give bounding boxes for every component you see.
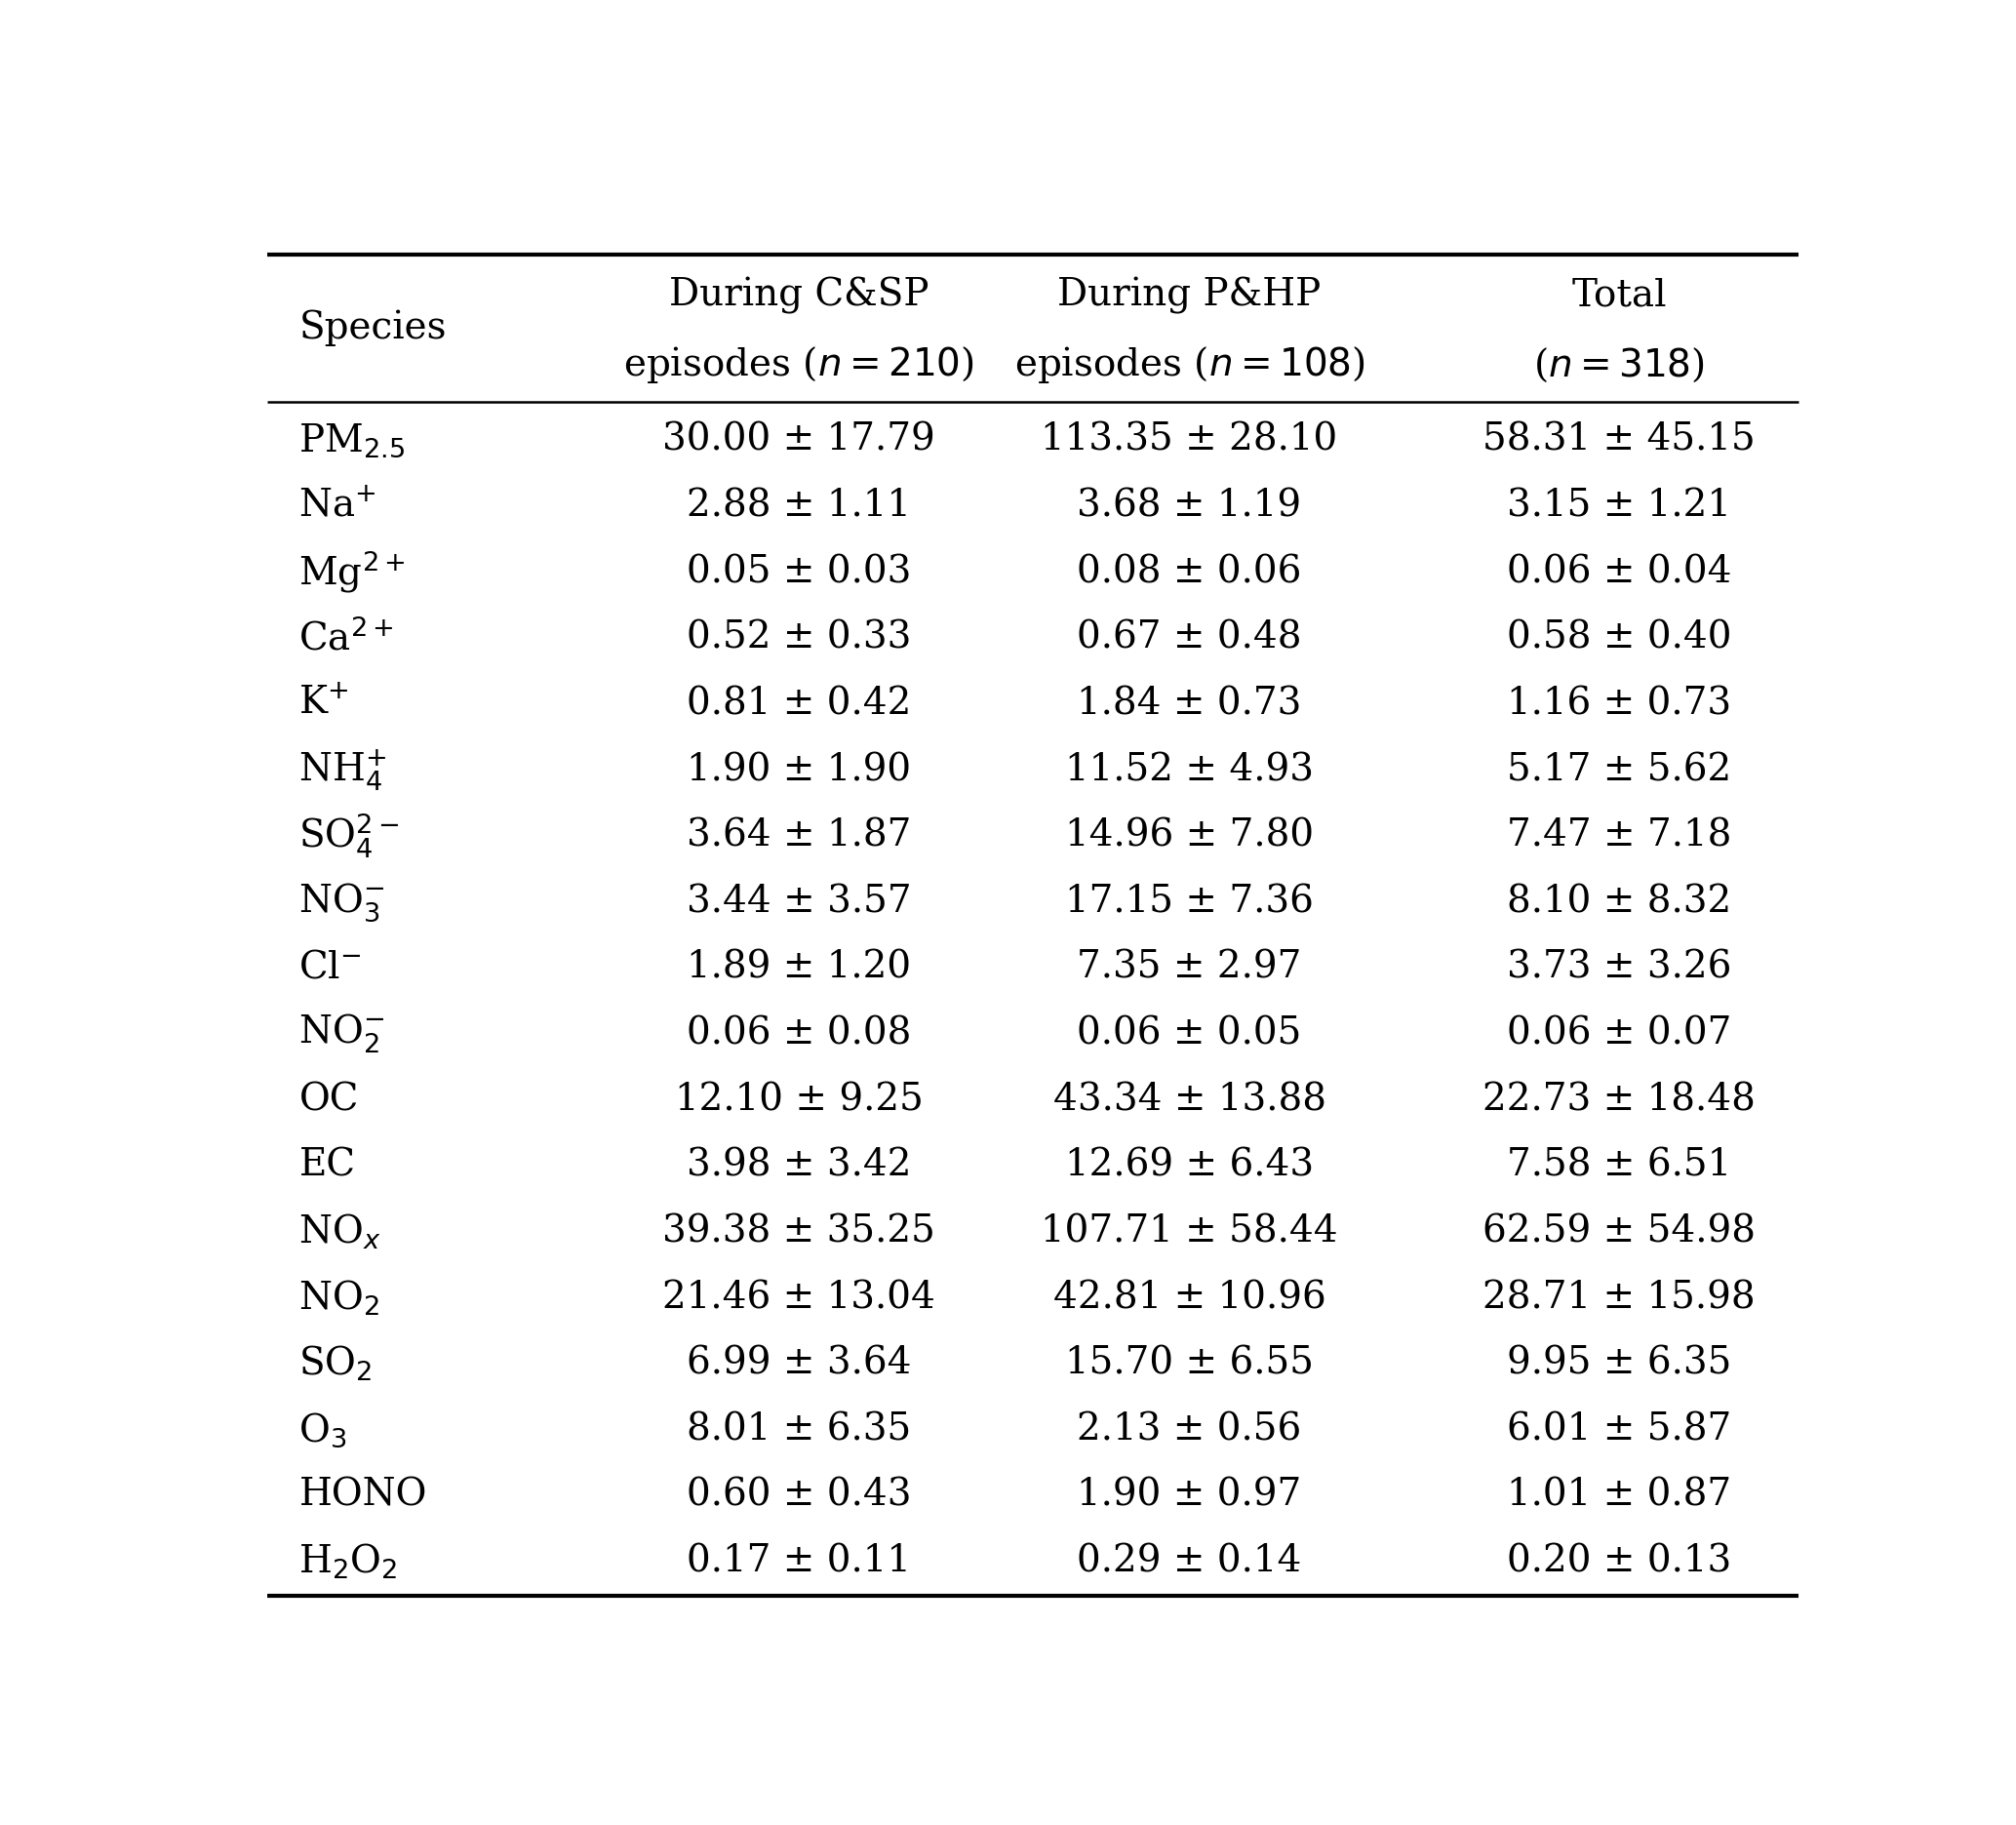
Text: 1.90 ± 1.90: 1.90 ± 1.90 <box>687 752 911 788</box>
Text: 28.71 ± 15.98: 28.71 ± 15.98 <box>1482 1279 1756 1316</box>
Text: H$_2$O$_2$: H$_2$O$_2$ <box>298 1542 397 1582</box>
Text: 3.98 ± 3.42: 3.98 ± 3.42 <box>685 1148 911 1184</box>
Text: 1.89 ± 1.20: 1.89 ± 1.20 <box>687 951 911 986</box>
Text: 21.46 ± 13.04: 21.46 ± 13.04 <box>663 1279 935 1316</box>
Text: 58.31 ± 45.15: 58.31 ± 45.15 <box>1482 422 1756 458</box>
Text: 8.01 ± 6.35: 8.01 ± 6.35 <box>687 1413 911 1447</box>
Text: 5.17 ± 5.62: 5.17 ± 5.62 <box>1506 752 1732 788</box>
Text: 3.68 ± 1.19: 3.68 ± 1.19 <box>1077 489 1302 524</box>
Text: HONO: HONO <box>298 1478 427 1513</box>
Text: 1.16 ± 0.73: 1.16 ± 0.73 <box>1506 686 1732 723</box>
Text: 3.44 ± 3.57: 3.44 ± 3.57 <box>685 883 911 920</box>
Text: 0.06 ± 0.05: 0.06 ± 0.05 <box>1077 1017 1302 1051</box>
Text: 0.67 ± 0.48: 0.67 ± 0.48 <box>1077 621 1302 657</box>
Text: 1.01 ± 0.87: 1.01 ± 0.87 <box>1506 1478 1732 1513</box>
Text: Mg$^{2+}$: Mg$^{2+}$ <box>298 549 405 595</box>
Text: During P&HP: During P&HP <box>1058 277 1320 314</box>
Text: 0.60 ± 0.43: 0.60 ± 0.43 <box>685 1478 911 1513</box>
Text: 11.52 ± 4.93: 11.52 ± 4.93 <box>1064 752 1314 788</box>
Text: episodes ($n = 210$): episodes ($n = 210$) <box>623 345 974 385</box>
Text: 7.58 ± 6.51: 7.58 ± 6.51 <box>1506 1148 1732 1184</box>
Text: Ca$^{2+}$: Ca$^{2+}$ <box>298 619 395 657</box>
Text: 3.64 ± 1.87: 3.64 ± 1.87 <box>687 818 911 854</box>
Text: 0.20 ± 0.13: 0.20 ± 0.13 <box>1506 1544 1732 1580</box>
Text: 6.99 ± 3.64: 6.99 ± 3.64 <box>685 1345 911 1382</box>
Text: 0.06 ± 0.04: 0.06 ± 0.04 <box>1506 555 1732 589</box>
Text: episodes ($n = 108$): episodes ($n = 108$) <box>1014 345 1365 385</box>
Text: 22.73 ± 18.48: 22.73 ± 18.48 <box>1482 1082 1756 1119</box>
Text: 7.35 ± 2.97: 7.35 ± 2.97 <box>1077 951 1302 986</box>
Text: 0.29 ± 0.14: 0.29 ± 0.14 <box>1077 1544 1302 1580</box>
Text: 30.00 ± 17.79: 30.00 ± 17.79 <box>663 422 935 458</box>
Text: 1.84 ± 0.73: 1.84 ± 0.73 <box>1077 686 1302 723</box>
Text: 3.15 ± 1.21: 3.15 ± 1.21 <box>1506 489 1732 524</box>
Text: NO$_2$: NO$_2$ <box>298 1277 379 1318</box>
Text: 0.17 ± 0.11: 0.17 ± 0.11 <box>687 1544 911 1580</box>
Text: NO$_x$: NO$_x$ <box>298 1212 381 1252</box>
Text: 14.96 ± 7.80: 14.96 ± 7.80 <box>1064 818 1314 854</box>
Text: 2.13 ± 0.56: 2.13 ± 0.56 <box>1077 1413 1302 1447</box>
Text: SO$_2$: SO$_2$ <box>298 1345 373 1383</box>
Text: 8.10 ± 8.32: 8.10 ± 8.32 <box>1506 883 1732 920</box>
Text: 12.10 ± 9.25: 12.10 ± 9.25 <box>675 1082 923 1119</box>
Text: 39.38 ± 35.25: 39.38 ± 35.25 <box>663 1214 935 1250</box>
Text: SO$_4^{2-}$: SO$_4^{2-}$ <box>298 812 399 861</box>
Text: 12.69 ± 6.43: 12.69 ± 6.43 <box>1064 1148 1314 1184</box>
Text: K$^{+}$: K$^{+}$ <box>298 686 349 723</box>
Text: O$_3$: O$_3$ <box>298 1411 347 1449</box>
Text: 0.52 ± 0.33: 0.52 ± 0.33 <box>687 621 911 657</box>
Text: 17.15 ± 7.36: 17.15 ± 7.36 <box>1064 883 1314 920</box>
Text: 42.81 ± 10.96: 42.81 ± 10.96 <box>1052 1279 1327 1316</box>
Text: 0.08 ± 0.06: 0.08 ± 0.06 <box>1077 555 1302 589</box>
Text: EC: EC <box>298 1148 355 1184</box>
Text: 62.59 ± 54.98: 62.59 ± 54.98 <box>1482 1214 1756 1250</box>
Text: NO$_3^{-}$: NO$_3^{-}$ <box>298 881 385 923</box>
Text: NO$_2^{-}$: NO$_2^{-}$ <box>298 1013 385 1055</box>
Text: 0.06 ± 0.08: 0.06 ± 0.08 <box>687 1017 911 1051</box>
Text: NH$_4^{+}$: NH$_4^{+}$ <box>298 748 387 792</box>
Text: 0.58 ± 0.40: 0.58 ± 0.40 <box>1506 621 1732 657</box>
Text: ($n = 318$): ($n = 318$) <box>1534 345 1706 383</box>
Text: 9.95 ± 6.35: 9.95 ± 6.35 <box>1506 1345 1732 1382</box>
Text: During C&SP: During C&SP <box>669 277 929 314</box>
Text: 0.81 ± 0.42: 0.81 ± 0.42 <box>687 686 911 723</box>
Text: 43.34 ± 13.88: 43.34 ± 13.88 <box>1052 1082 1327 1119</box>
Text: PM$_{2.5}$: PM$_{2.5}$ <box>298 422 405 460</box>
Text: 6.01 ± 5.87: 6.01 ± 5.87 <box>1506 1413 1732 1447</box>
Text: 107.71 ± 58.44: 107.71 ± 58.44 <box>1040 1214 1339 1250</box>
Text: 7.47 ± 7.18: 7.47 ± 7.18 <box>1506 818 1732 854</box>
Text: Cl$^{-}$: Cl$^{-}$ <box>298 951 361 986</box>
Text: Na$^{+}$: Na$^{+}$ <box>298 489 377 524</box>
Text: Species: Species <box>298 310 448 347</box>
Text: 2.88 ± 1.11: 2.88 ± 1.11 <box>687 489 911 524</box>
Text: Total: Total <box>1572 277 1667 314</box>
Text: 0.05 ± 0.03: 0.05 ± 0.03 <box>687 555 911 589</box>
Text: 113.35 ± 28.10: 113.35 ± 28.10 <box>1040 422 1339 458</box>
Text: 1.90 ± 0.97: 1.90 ± 0.97 <box>1077 1478 1302 1513</box>
Text: 0.06 ± 0.07: 0.06 ± 0.07 <box>1506 1017 1732 1051</box>
Text: OC: OC <box>298 1082 359 1119</box>
Text: 15.70 ± 6.55: 15.70 ± 6.55 <box>1064 1345 1314 1382</box>
Text: 3.73 ± 3.26: 3.73 ± 3.26 <box>1506 951 1732 986</box>
